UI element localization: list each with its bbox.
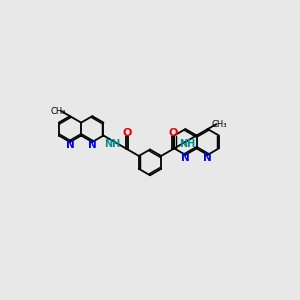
Text: NH: NH bbox=[180, 139, 196, 149]
Text: N: N bbox=[88, 140, 97, 150]
Text: N: N bbox=[203, 153, 212, 163]
Text: O: O bbox=[122, 128, 132, 138]
Text: O: O bbox=[168, 128, 178, 138]
Text: CH₃: CH₃ bbox=[51, 107, 66, 116]
Text: N: N bbox=[66, 140, 75, 150]
Text: NH: NH bbox=[104, 139, 120, 149]
Text: CH₃: CH₃ bbox=[212, 120, 227, 129]
Text: N: N bbox=[181, 153, 189, 163]
